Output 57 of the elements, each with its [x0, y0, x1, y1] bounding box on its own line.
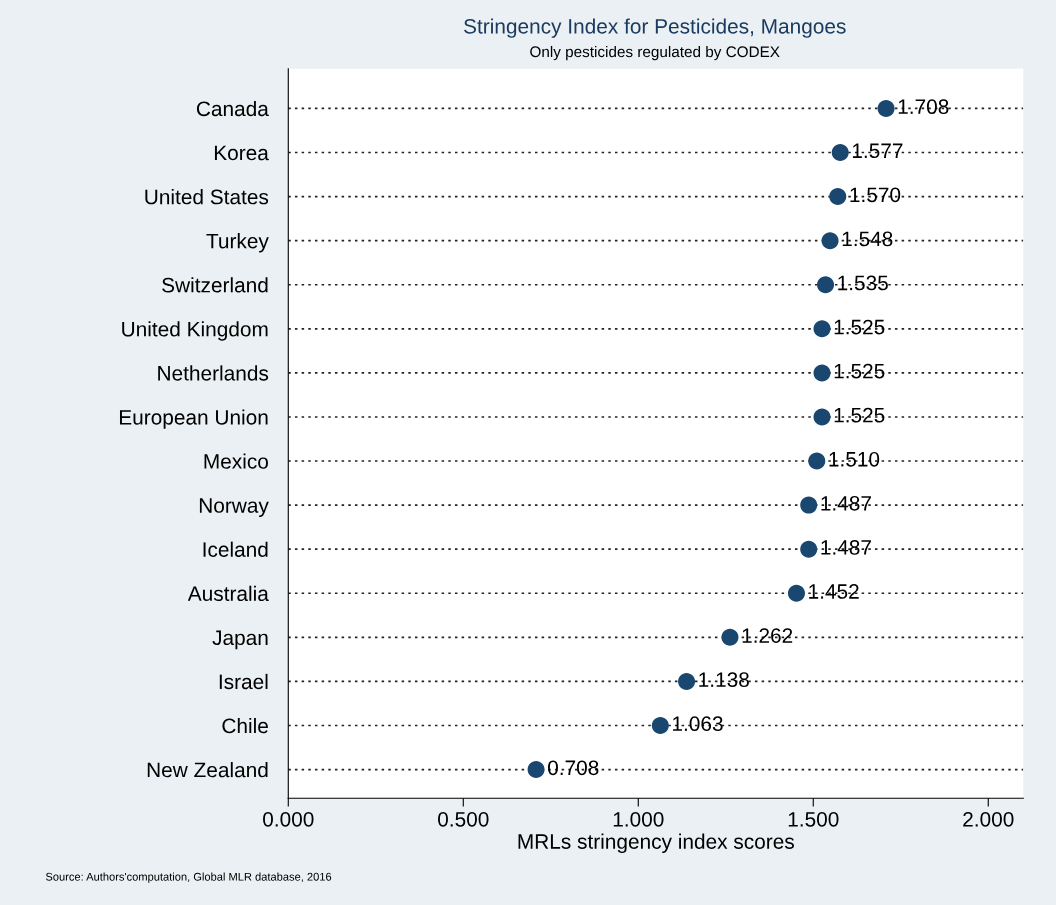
point: [817, 276, 835, 294]
point: [651, 716, 669, 734]
y-tick-label: European Union: [119, 409, 268, 429]
y-tick-label: Japan: [212, 630, 268, 650]
y-tick-label: Netherlands: [158, 365, 269, 381]
point: [877, 99, 895, 117]
y-tick-label: Israel: [219, 673, 268, 690]
y-tick-label: United Kingdom: [122, 321, 268, 341]
data-label: 1.063: [673, 716, 723, 732]
point: [808, 452, 826, 470]
y-tick-label: Chile: [222, 717, 268, 734]
y-tick-label: Iceland: [203, 541, 268, 557]
y-tick-label: Switzerland: [162, 277, 268, 293]
data-label: 1.525: [834, 407, 885, 423]
y-tick-label: United States: [145, 189, 269, 205]
x-tick-label: 0.000: [263, 811, 314, 827]
y-tick-label: Mexico: [204, 453, 268, 469]
point: [821, 232, 839, 250]
data-label: 1.510: [829, 451, 880, 467]
point: [787, 584, 805, 602]
point: [678, 672, 696, 690]
x-axis-title: MRLs stringency index scores: [518, 833, 794, 854]
data-label: 1.535: [838, 275, 888, 291]
x-tick-label: 2.000: [963, 811, 1014, 827]
data-label: 1.548: [842, 231, 893, 247]
data-label: 1.708: [898, 99, 949, 115]
point: [813, 408, 831, 426]
data-label: 1.487: [821, 495, 871, 511]
x-tick-label: 0.500: [438, 811, 489, 827]
point: [829, 188, 847, 206]
data-label: 1.487: [821, 540, 871, 555]
point: [813, 320, 831, 338]
y-tick-label: Canada: [196, 100, 269, 117]
data-label: 1.138: [699, 672, 749, 688]
data-label: 1.525: [834, 319, 885, 335]
chart-subtitle: Only pesticides regulated by CODEX: [530, 45, 780, 61]
y-tick-label: New Zealand: [147, 762, 268, 778]
point: [831, 144, 849, 162]
y-tick-label: Korea: [214, 145, 269, 161]
chart-title: Stringency Index for Pesticides, Mangoes: [464, 18, 846, 38]
point: [800, 540, 818, 558]
source-note: Source: Authors'computation, Global MLR database, 2016: [45, 872, 332, 883]
point: [721, 628, 739, 646]
data-label: 1.525: [834, 363, 885, 379]
data-label: 0.708: [548, 760, 599, 776]
data-label: 1.452: [809, 584, 859, 599]
point: [527, 761, 545, 779]
point: [813, 364, 831, 382]
x-tick-label: 1.500: [788, 811, 839, 827]
data-label: 1.570: [850, 187, 901, 203]
x-tick-label: 1.000: [613, 811, 664, 827]
data-label: 1.577: [852, 143, 903, 159]
y-tick-label: Australia: [187, 585, 269, 602]
data-label: 1.262: [742, 628, 793, 643]
y-tick-label: Turkey: [206, 233, 269, 253]
point: [800, 496, 818, 514]
y-tick-label: Norway: [199, 498, 269, 517]
